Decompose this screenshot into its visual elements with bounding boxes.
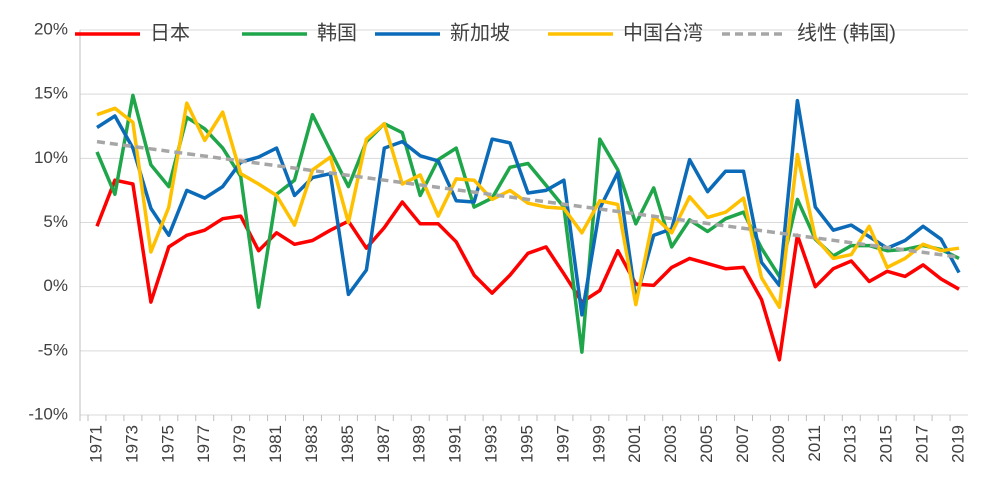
x-tick-label: 2013 — [841, 425, 860, 463]
x-tick-label: 1995 — [517, 425, 536, 463]
y-tick-label: 10% — [34, 148, 68, 167]
legend-label: 新加坡 — [450, 21, 510, 44]
legend-label: 日本 — [150, 21, 190, 44]
y-tick-label: 20% — [34, 19, 68, 38]
x-tick-label: 1981 — [266, 425, 285, 463]
x-tick-label: 1989 — [410, 425, 429, 463]
legend: 日本 韩国 新加坡 中国台湾 线性 (韩国) — [75, 21, 896, 44]
legend-label: 中国台湾 — [623, 21, 703, 44]
y-tick-label: -10% — [28, 404, 68, 423]
x-tick-label: 2005 — [697, 425, 716, 463]
y-tick-label: 15% — [34, 84, 68, 103]
x-tick-label: 2003 — [661, 425, 680, 463]
x-tick-label: 2001 — [625, 425, 644, 463]
x-tick-label: 2017 — [913, 425, 932, 463]
x-tick-label: 1973 — [122, 425, 141, 463]
y-tick-label: -5% — [38, 340, 68, 359]
series-line — [96, 98, 961, 317]
trend-line — [96, 139, 960, 259]
x-tick-label: 1979 — [230, 425, 249, 463]
y-tick-label: 5% — [43, 212, 68, 231]
x-tick-label: 1987 — [374, 425, 393, 463]
x-tick-label: 1999 — [589, 425, 608, 463]
legend-label: 线性 (韩国) — [797, 21, 896, 44]
x-tick-label: 2009 — [769, 425, 788, 463]
legend-label: 韩国 — [317, 21, 357, 44]
x-tick-label: 1977 — [194, 425, 213, 463]
series-line — [95, 178, 960, 362]
x-tick-label: 1993 — [482, 425, 501, 463]
x-tick-label: 1991 — [446, 425, 465, 463]
series-line — [96, 101, 960, 309]
x-tick-label: 2019 — [949, 425, 968, 463]
x-tick-label: 2015 — [877, 425, 896, 463]
x-tick-label: 1983 — [302, 425, 321, 463]
x-tick-label: 2011 — [805, 425, 824, 462]
x-tick-label: 1971 — [86, 425, 105, 463]
x-tick-label: 1985 — [338, 425, 357, 463]
x-tick-label: 1997 — [553, 425, 572, 463]
x-tick-label: 2007 — [733, 425, 752, 463]
y-tick-label: 0% — [43, 276, 68, 295]
x-tick-label: 1975 — [158, 425, 177, 463]
